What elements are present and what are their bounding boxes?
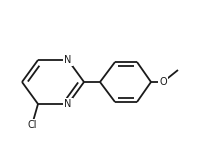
Text: N: N bbox=[64, 99, 72, 109]
Text: Cl: Cl bbox=[27, 120, 37, 130]
Text: O: O bbox=[159, 77, 167, 87]
Text: N: N bbox=[64, 55, 72, 65]
